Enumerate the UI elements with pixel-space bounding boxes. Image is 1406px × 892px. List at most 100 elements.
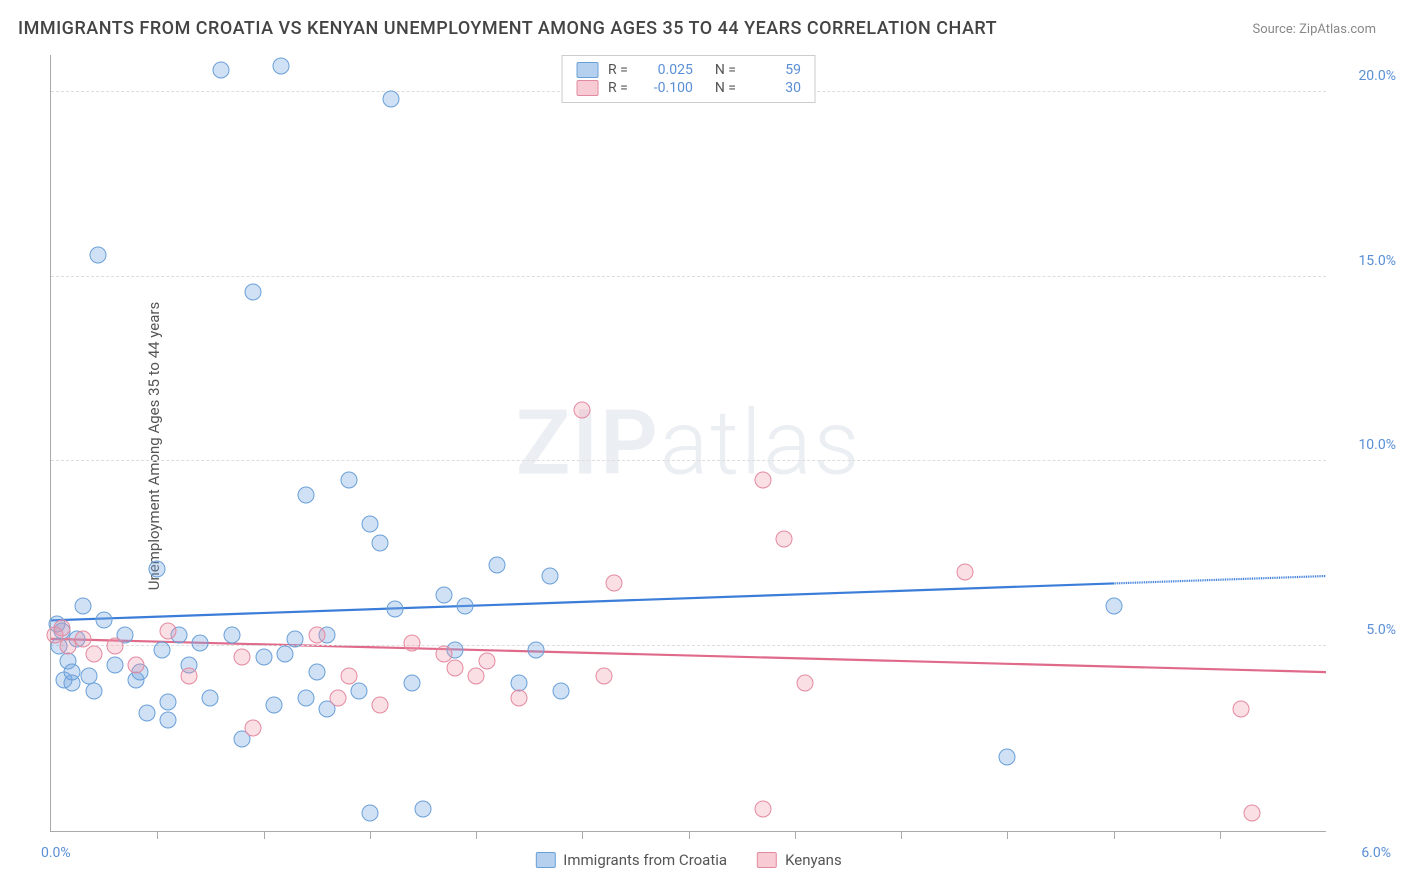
data-point-croatia (85, 682, 102, 699)
legend-swatch (757, 852, 777, 868)
chart-container: IMMIGRANTS FROM CROATIA VS KENYAN UNEMPL… (0, 0, 1406, 892)
data-point-kenyans (372, 697, 389, 714)
data-point-croatia (457, 597, 474, 614)
legend-series-item: Kenyans (757, 851, 842, 869)
y-tick-label: 5.0% (1366, 622, 1396, 638)
data-point-croatia (64, 664, 81, 681)
r-value: 0.025 (638, 62, 693, 78)
source-label: Source: ZipAtlas.com (1252, 22, 1376, 37)
data-point-croatia (351, 682, 368, 699)
trend-line-croatia (51, 583, 1114, 620)
data-point-kenyans (85, 645, 102, 662)
r-label: R = (608, 62, 628, 78)
data-point-croatia (202, 689, 219, 706)
data-point-croatia (387, 601, 404, 618)
data-point-croatia (340, 471, 357, 488)
data-point-kenyans (1233, 701, 1250, 718)
data-point-croatia (266, 697, 283, 714)
x-tick (157, 831, 158, 839)
gridline (51, 645, 1326, 646)
data-point-croatia (106, 656, 123, 673)
data-point-kenyans (574, 401, 591, 418)
legend-swatch (576, 80, 598, 96)
data-point-croatia (89, 246, 106, 263)
data-point-kenyans (329, 689, 346, 706)
y-tick-label: 10.0% (1358, 437, 1396, 453)
data-point-kenyans (340, 667, 357, 684)
data-point-croatia (542, 568, 559, 585)
data-point-croatia (276, 645, 293, 662)
data-point-croatia (159, 693, 176, 710)
chart-title: IMMIGRANTS FROM CROATIA VS KENYAN UNEMPL… (18, 18, 997, 39)
data-point-kenyans (956, 564, 973, 581)
data-point-croatia (298, 689, 315, 706)
data-point-kenyans (53, 619, 70, 636)
x-tick (370, 831, 371, 839)
data-point-croatia (308, 664, 325, 681)
plot-area: ZIPatlas R =0.025N =59R =-0.100N =30 Imm… (50, 55, 1326, 832)
data-point-croatia (272, 58, 289, 75)
data-point-croatia (191, 634, 208, 651)
data-point-kenyans (404, 634, 421, 651)
data-point-croatia (553, 682, 570, 699)
data-point-croatia (1105, 597, 1122, 614)
data-point-kenyans (244, 719, 261, 736)
data-point-croatia (383, 91, 400, 108)
data-point-kenyans (468, 667, 485, 684)
data-point-croatia (436, 586, 453, 603)
data-point-croatia (361, 516, 378, 533)
x-min-label: 0.0% (41, 845, 71, 861)
r-label: R = (608, 80, 628, 96)
trend-line-dash-croatia (1114, 576, 1327, 583)
x-tick (264, 831, 265, 839)
legend-series: Immigrants from Croatia Kenyans (535, 851, 841, 869)
data-point-kenyans (74, 630, 91, 647)
data-point-croatia (153, 641, 170, 658)
legend-stats-row: R =0.025N =59 (576, 62, 801, 78)
n-label: N = (715, 62, 736, 78)
x-tick (1007, 831, 1008, 839)
gridline (51, 276, 1326, 277)
x-tick (901, 831, 902, 839)
data-point-kenyans (478, 653, 495, 670)
legend-swatch (576, 62, 598, 78)
x-tick (795, 831, 796, 839)
data-point-kenyans (446, 660, 463, 677)
watermark: ZIPatlas (516, 391, 861, 496)
legend-series-item: Immigrants from Croatia (535, 851, 727, 869)
x-tick (1114, 831, 1115, 839)
data-point-kenyans (754, 471, 771, 488)
data-point-kenyans (595, 667, 612, 684)
data-point-croatia (213, 61, 230, 78)
data-point-croatia (159, 712, 176, 729)
data-point-kenyans (308, 627, 325, 644)
data-point-kenyans (159, 623, 176, 640)
data-point-kenyans (181, 667, 198, 684)
y-tick-label: 20.0% (1358, 68, 1396, 84)
data-point-kenyans (234, 649, 251, 666)
legend-swatch (535, 852, 555, 868)
legend-series-label: Kenyans (785, 851, 842, 869)
data-point-croatia (138, 704, 155, 721)
data-point-croatia (999, 749, 1016, 766)
data-point-croatia (298, 486, 315, 503)
r-value: -0.100 (638, 80, 693, 96)
legend-stats: R =0.025N =59R =-0.100N =30 (561, 55, 816, 103)
y-tick-label: 15.0% (1358, 253, 1396, 269)
trend-lines (51, 55, 1326, 831)
x-tick (582, 831, 583, 839)
n-label: N = (715, 80, 736, 96)
data-point-kenyans (128, 656, 145, 673)
data-point-croatia (149, 560, 166, 577)
data-point-croatia (414, 800, 431, 817)
data-point-kenyans (1243, 804, 1260, 821)
legend-series-label: Immigrants from Croatia (563, 851, 727, 869)
data-point-kenyans (797, 675, 814, 692)
data-point-kenyans (436, 645, 453, 662)
gridline (51, 460, 1326, 461)
data-point-kenyans (754, 800, 771, 817)
data-point-croatia (223, 627, 240, 644)
data-point-croatia (255, 649, 272, 666)
data-point-croatia (244, 283, 261, 300)
x-tick (476, 831, 477, 839)
